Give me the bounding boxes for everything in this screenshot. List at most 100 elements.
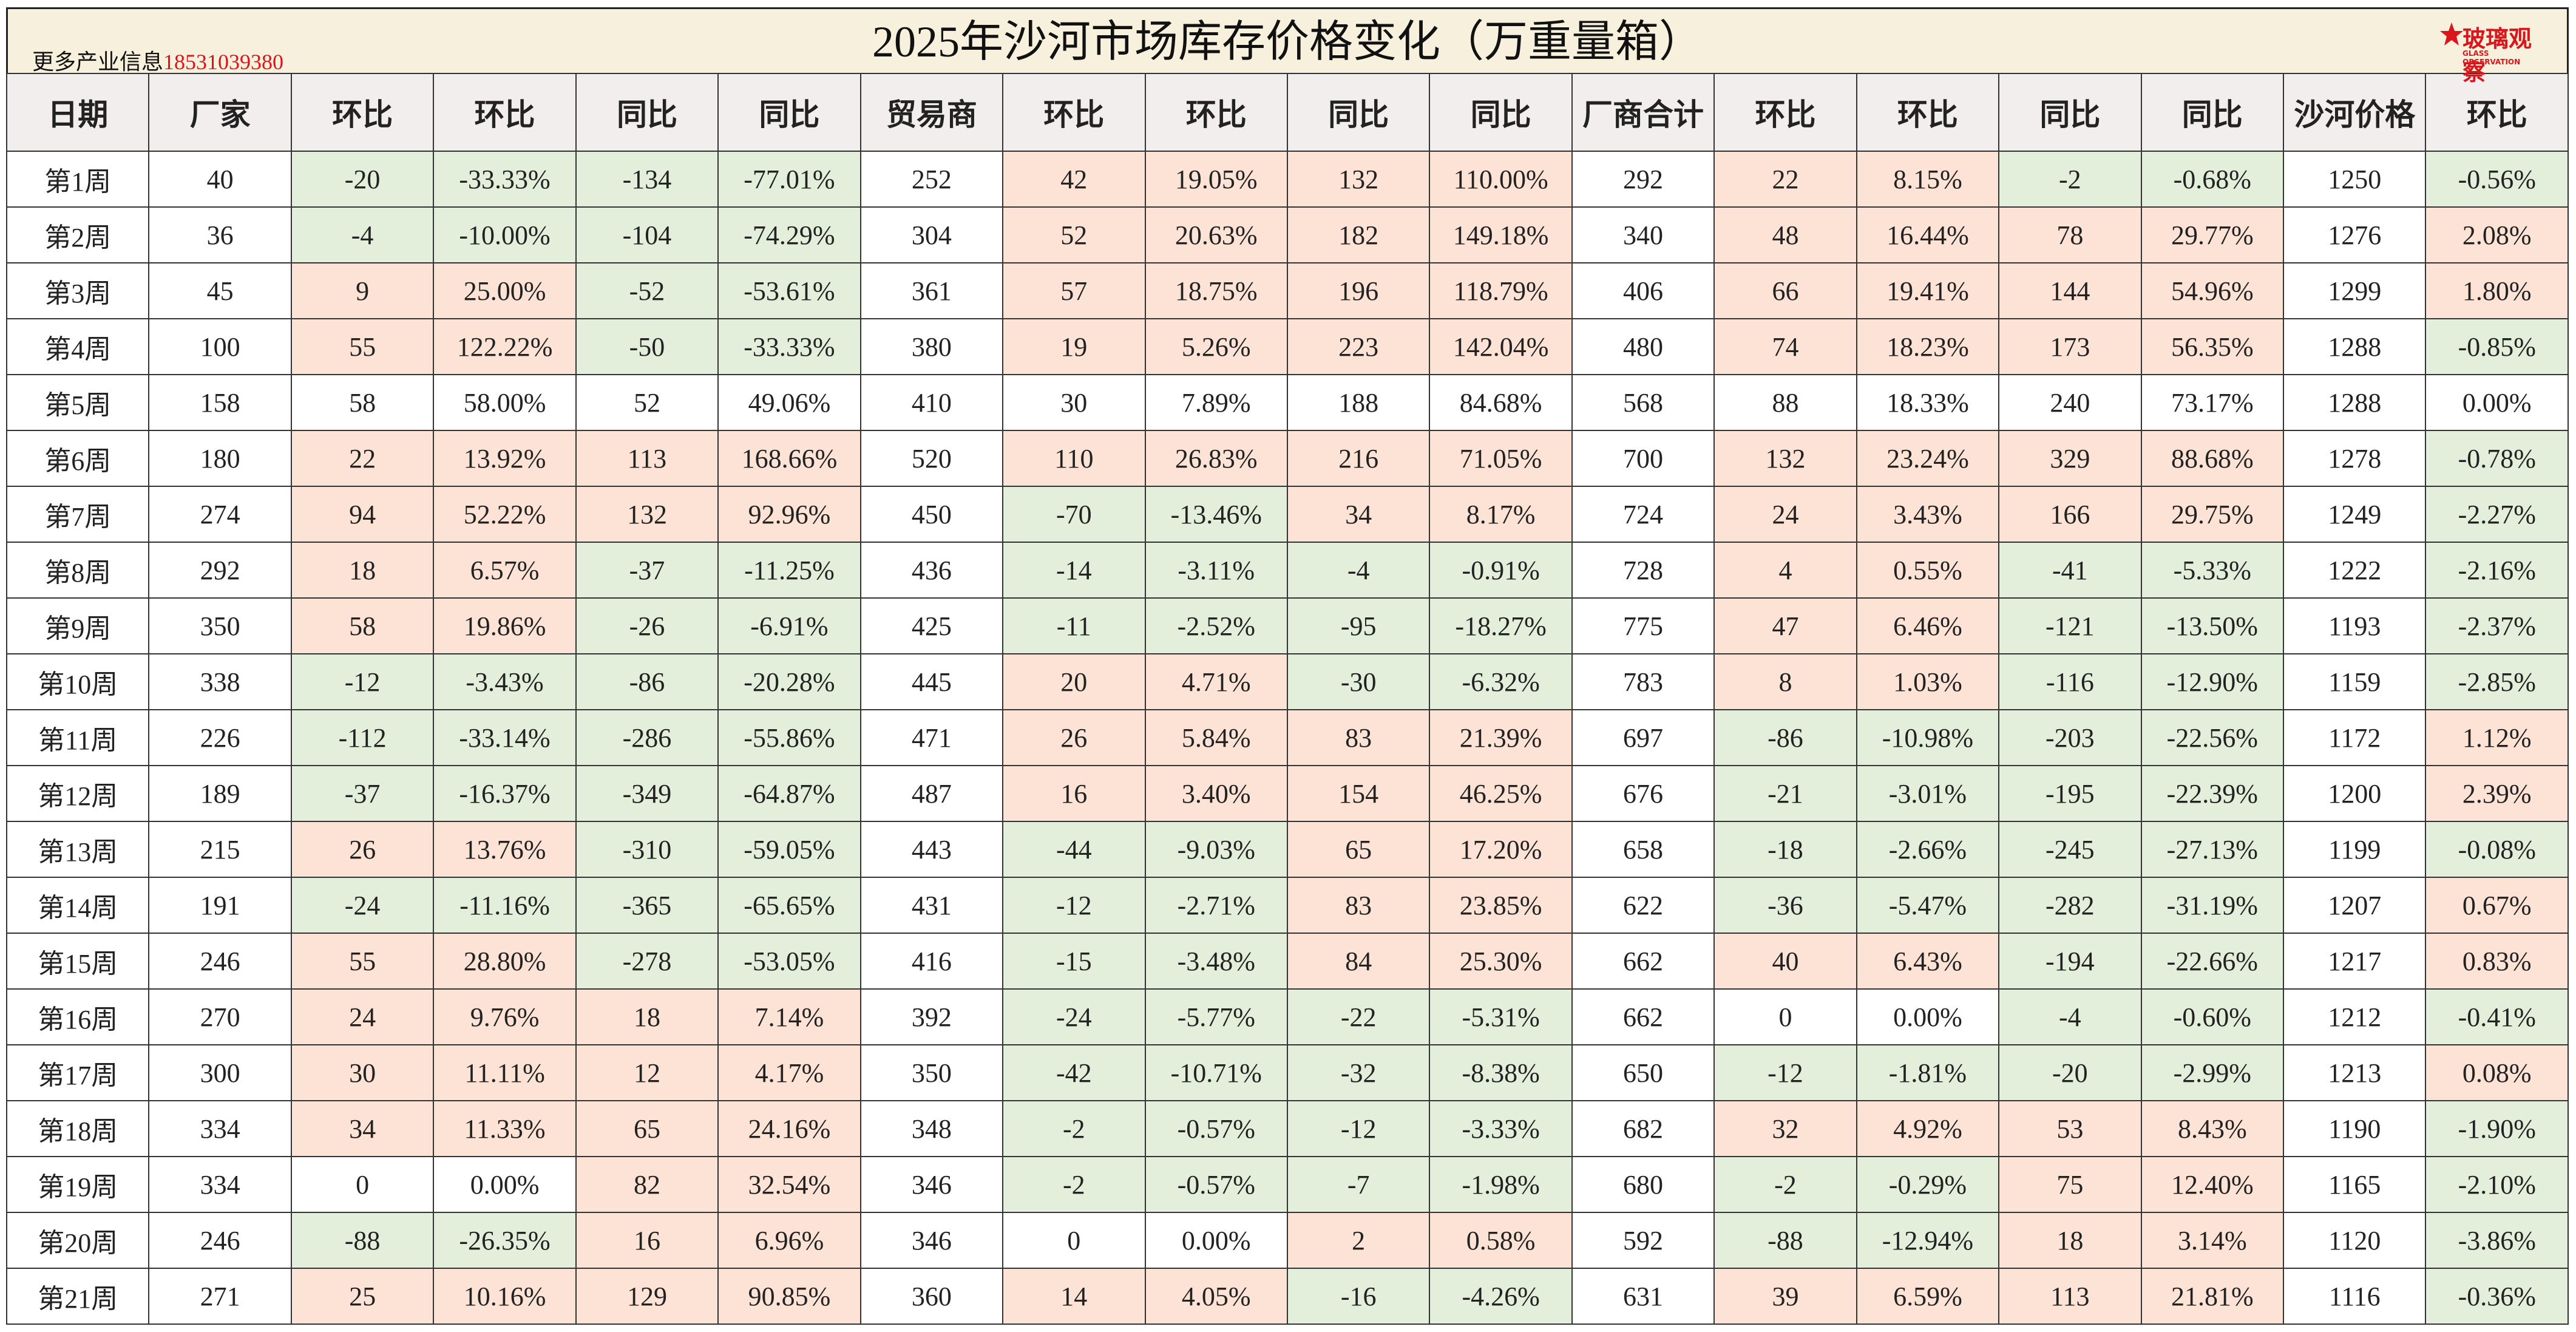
cell: 16 bbox=[1002, 765, 1146, 822]
title-bar: 2025年沙河市场库存价格变化（万重量箱） 更多产业信息18531039380 … bbox=[6, 7, 2569, 86]
cell: -20 bbox=[1998, 1044, 2142, 1101]
cell: 410 bbox=[859, 374, 1004, 431]
cell: 700 bbox=[1571, 430, 1715, 487]
cell: 292 bbox=[148, 542, 292, 599]
cell: -13.46% bbox=[1144, 486, 1288, 543]
cell: 6.59% bbox=[1856, 1268, 2000, 1325]
row: 第21周 271 25 10.16% 129 90.85% 360 14 4.05% -16 -4.… bbox=[5, 1268, 2569, 1325]
cell: 6.46% bbox=[1856, 597, 2000, 654]
cell: -31.19% bbox=[2140, 877, 2285, 934]
cell: -0.56% bbox=[2425, 151, 2569, 208]
cell: -6.32% bbox=[1429, 653, 1573, 710]
cell: 1249 bbox=[2282, 486, 2427, 543]
cell: 84.68% bbox=[1429, 374, 1573, 431]
cell: -11 bbox=[1002, 597, 1146, 654]
cell: 21.81% bbox=[2140, 1268, 2285, 1325]
cell: 1288 bbox=[2282, 374, 2427, 431]
column-header: 环比 bbox=[1002, 73, 1146, 152]
cell: 12 bbox=[575, 1044, 719, 1101]
cell: 29.77% bbox=[2140, 206, 2285, 263]
cell: -0.29% bbox=[1856, 1156, 2000, 1213]
cell: 122.22% bbox=[433, 318, 577, 375]
cell: -194 bbox=[1998, 933, 2142, 990]
cell: 360 bbox=[859, 1268, 1004, 1325]
cell: -32 bbox=[1286, 1044, 1431, 1101]
cell: 154 bbox=[1286, 765, 1431, 822]
cell: -278 bbox=[575, 933, 719, 990]
cell: 84 bbox=[1286, 933, 1431, 990]
cell: -1.90% bbox=[2425, 1100, 2569, 1157]
cell: 55 bbox=[290, 933, 435, 990]
cell: -245 bbox=[1998, 821, 2142, 878]
cell: 1200 bbox=[2282, 765, 2427, 822]
cell: 724 bbox=[1571, 486, 1715, 543]
cell: -3.86% bbox=[2425, 1212, 2569, 1269]
cell: 113 bbox=[1998, 1268, 2142, 1325]
cell: -6.91% bbox=[717, 597, 861, 654]
column-header: 沙河价格 bbox=[2282, 73, 2427, 152]
cell: -50 bbox=[575, 318, 719, 375]
cell: -20 bbox=[290, 151, 435, 208]
cell: -286 bbox=[575, 709, 719, 766]
cell: 19.86% bbox=[433, 597, 577, 654]
cell: 346 bbox=[859, 1156, 1004, 1213]
logo-text: 玻璃观察 bbox=[2462, 25, 2532, 86]
cell: 18 bbox=[575, 988, 719, 1045]
row: 第8周 292 18 6.57% -37 -11.25% 436 -14 -3.11% -4 -0.… bbox=[5, 542, 2569, 599]
cell: 26 bbox=[1002, 709, 1146, 766]
cell: 1199 bbox=[2282, 821, 2427, 878]
cell: 32 bbox=[1713, 1100, 1857, 1157]
cell: 0.83% bbox=[2425, 933, 2569, 990]
cell: -2.99% bbox=[2140, 1044, 2285, 1101]
cell: 682 bbox=[1571, 1100, 1715, 1157]
cell: -4 bbox=[290, 206, 435, 263]
cell: 9.76% bbox=[433, 988, 577, 1045]
cell: -22.66% bbox=[2140, 933, 2285, 990]
cell: 676 bbox=[1571, 765, 1715, 822]
cell: 78 bbox=[1998, 206, 2142, 263]
row: 第17周 300 30 11.11% 12 4.17% 350 -42 -10.71% -32 -8… bbox=[5, 1044, 2569, 1101]
cell: -12 bbox=[1002, 877, 1146, 934]
row-label: 第7周 bbox=[5, 486, 150, 543]
row: 第4周 100 55 122.22% -50 -33.33% 380 19 5.26% 223 14… bbox=[5, 318, 2569, 375]
cell: 110.00% bbox=[1429, 151, 1573, 208]
cell: -10.98% bbox=[1856, 709, 2000, 766]
cell: 58 bbox=[290, 597, 435, 654]
cell: 57 bbox=[1002, 262, 1146, 319]
cell: 0.00% bbox=[1856, 988, 2000, 1045]
info-label: 更多产业信息 bbox=[32, 50, 164, 74]
cell: 82 bbox=[575, 1156, 719, 1213]
cell: 631 bbox=[1571, 1268, 1715, 1325]
column-header: 环比 bbox=[1856, 73, 2000, 152]
cell: 1207 bbox=[2282, 877, 2427, 934]
cell: -41 bbox=[1998, 542, 2142, 599]
cell: 4.17% bbox=[717, 1044, 861, 1101]
cell: -27.13% bbox=[2140, 821, 2285, 878]
cell: 622 bbox=[1571, 877, 1715, 934]
row-label: 第5周 bbox=[5, 374, 150, 431]
info-phone: 18531039380 bbox=[163, 50, 284, 74]
cell: -33.14% bbox=[433, 709, 577, 766]
cell: 348 bbox=[859, 1100, 1004, 1157]
cell: -203 bbox=[1998, 709, 2142, 766]
cell: 75 bbox=[1998, 1156, 2142, 1213]
cell: 66 bbox=[1713, 262, 1857, 319]
cell: 188 bbox=[1286, 374, 1431, 431]
cell: -12 bbox=[290, 653, 435, 710]
cell: 2.39% bbox=[2425, 765, 2569, 822]
cell: 1190 bbox=[2282, 1100, 2427, 1157]
title: 2025年沙河市场库存价格变化（万重量箱） bbox=[872, 18, 1703, 66]
cell: 1217 bbox=[2282, 933, 2427, 990]
cell: -24 bbox=[290, 877, 435, 934]
cell: -33.33% bbox=[433, 151, 577, 208]
cell: -64.87% bbox=[717, 765, 861, 822]
cell: -2.85% bbox=[2425, 653, 2569, 710]
column-header: 厂家 bbox=[148, 73, 292, 152]
cell: -3.48% bbox=[1144, 933, 1288, 990]
cell: 52 bbox=[575, 374, 719, 431]
cell: -86 bbox=[1713, 709, 1857, 766]
column-header: 同比 bbox=[717, 73, 861, 152]
cell: 346 bbox=[859, 1212, 1004, 1269]
cell: 350 bbox=[859, 1044, 1004, 1101]
